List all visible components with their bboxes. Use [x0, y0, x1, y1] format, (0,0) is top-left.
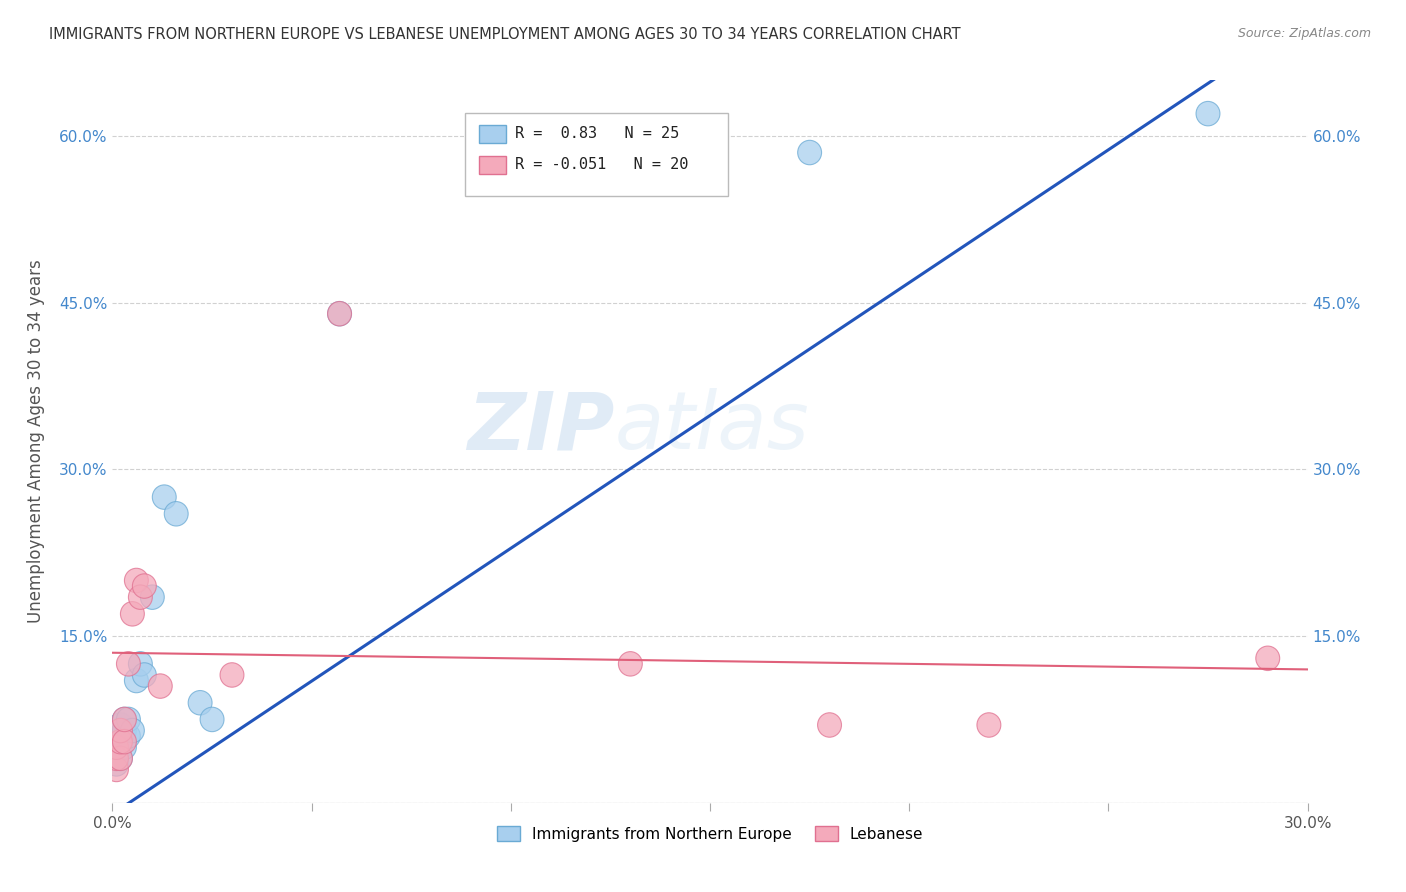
Ellipse shape — [108, 724, 132, 748]
Ellipse shape — [108, 735, 132, 759]
Ellipse shape — [112, 718, 136, 743]
Ellipse shape — [121, 601, 145, 626]
Ellipse shape — [112, 707, 136, 731]
Ellipse shape — [104, 752, 128, 776]
Ellipse shape — [124, 668, 149, 693]
Text: ZIP: ZIP — [467, 388, 614, 467]
Ellipse shape — [818, 713, 842, 737]
Ellipse shape — [112, 730, 136, 754]
Ellipse shape — [104, 735, 128, 759]
Ellipse shape — [188, 690, 212, 715]
Ellipse shape — [619, 652, 643, 676]
Ellipse shape — [219, 663, 245, 687]
Ellipse shape — [328, 301, 352, 326]
Ellipse shape — [1256, 646, 1279, 671]
Ellipse shape — [104, 740, 128, 765]
Bar — [479, 125, 506, 143]
Ellipse shape — [108, 713, 132, 737]
Y-axis label: Unemployment Among Ages 30 to 34 years: Unemployment Among Ages 30 to 34 years — [27, 260, 45, 624]
Legend: Immigrants from Northern Europe, Lebanese: Immigrants from Northern Europe, Lebanes… — [489, 818, 931, 849]
Ellipse shape — [117, 724, 141, 748]
Ellipse shape — [132, 574, 156, 599]
Ellipse shape — [104, 718, 128, 743]
Ellipse shape — [165, 501, 188, 526]
Ellipse shape — [104, 730, 128, 754]
Text: R = -0.051   N = 20: R = -0.051 N = 20 — [515, 157, 689, 172]
Ellipse shape — [108, 746, 132, 771]
Ellipse shape — [121, 718, 145, 743]
Text: atlas: atlas — [614, 388, 810, 467]
Ellipse shape — [141, 585, 165, 609]
Ellipse shape — [149, 673, 173, 698]
Ellipse shape — [112, 707, 136, 731]
Ellipse shape — [132, 663, 156, 687]
Ellipse shape — [112, 735, 136, 759]
Bar — [479, 156, 506, 174]
Text: Source: ZipAtlas.com: Source: ZipAtlas.com — [1237, 27, 1371, 40]
Ellipse shape — [108, 730, 132, 754]
FancyBboxPatch shape — [465, 112, 728, 196]
Ellipse shape — [104, 746, 128, 771]
Ellipse shape — [1197, 102, 1220, 126]
Ellipse shape — [128, 585, 152, 609]
Ellipse shape — [152, 485, 176, 509]
Ellipse shape — [108, 746, 132, 771]
Ellipse shape — [797, 140, 821, 165]
Ellipse shape — [117, 652, 141, 676]
Ellipse shape — [200, 707, 224, 731]
Ellipse shape — [108, 718, 132, 743]
Ellipse shape — [104, 757, 128, 781]
Text: IMMIGRANTS FROM NORTHERN EUROPE VS LEBANESE UNEMPLOYMENT AMONG AGES 30 TO 34 YEA: IMMIGRANTS FROM NORTHERN EUROPE VS LEBAN… — [49, 27, 960, 42]
Ellipse shape — [328, 301, 352, 326]
Ellipse shape — [117, 707, 141, 731]
Text: R =  0.83   N = 25: R = 0.83 N = 25 — [515, 126, 679, 141]
Ellipse shape — [128, 652, 152, 676]
Ellipse shape — [977, 713, 1001, 737]
Ellipse shape — [124, 568, 149, 592]
